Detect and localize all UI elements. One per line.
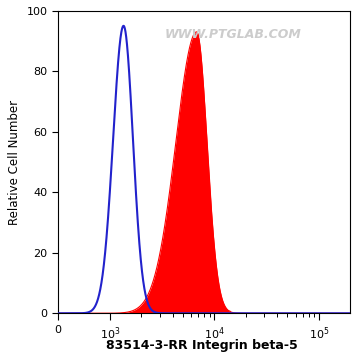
Text: 83514-3-RR Integrin beta-5: 83514-3-RR Integrin beta-5 <box>106 339 298 352</box>
Y-axis label: Relative Cell Number: Relative Cell Number <box>8 99 21 225</box>
Text: WWW.PTGLAB.COM: WWW.PTGLAB.COM <box>165 28 302 41</box>
